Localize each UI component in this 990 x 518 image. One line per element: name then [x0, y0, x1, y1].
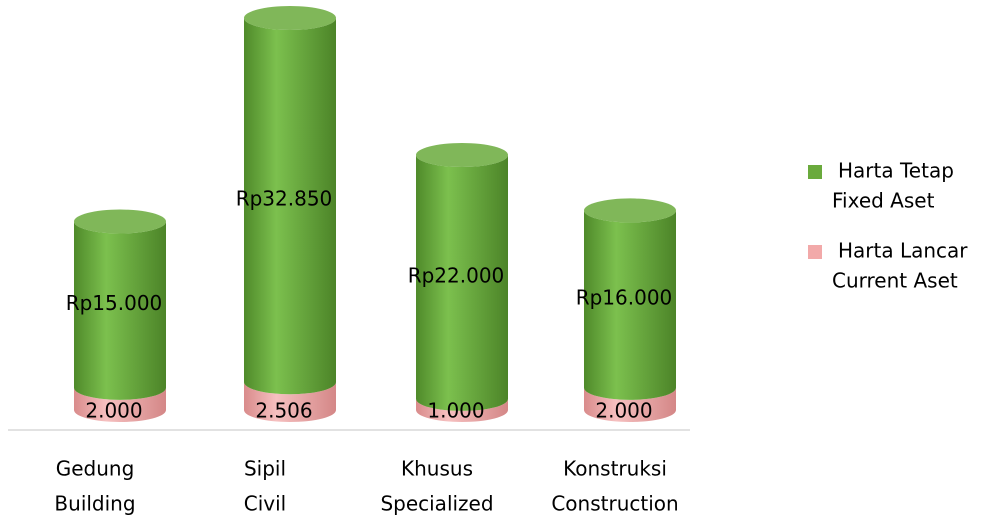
x-tick-label: Building [54, 492, 135, 516]
cylinder-segment [584, 210, 676, 400]
legend-label: Harta Lancar [838, 239, 968, 263]
data-label: 2.506 [255, 399, 312, 423]
x-tick-label: Khusus [401, 457, 473, 481]
cylinder-segment [74, 221, 166, 400]
cylinder-top [416, 142, 508, 167]
cylinder-segment [244, 382, 336, 422]
cylinder-segment [74, 387, 166, 422]
cylinder-segment [416, 154, 508, 411]
legend-swatch [808, 245, 822, 259]
data-label: Rp32.850 [236, 187, 333, 211]
data-label: Rp16.000 [576, 286, 673, 310]
x-tick-label: Sipil [244, 457, 286, 481]
cylinder-top [74, 209, 166, 234]
legend-label: Current Aset [832, 269, 958, 293]
data-label: Rp15.000 [66, 291, 163, 315]
legend-label: Fixed Aset [832, 189, 935, 213]
cylinder-segment [416, 398, 508, 422]
data-label: 2.000 [595, 399, 652, 423]
x-tick-label: Gedung [56, 457, 135, 481]
legend-swatch [808, 165, 822, 179]
x-tick-label: Construction [551, 492, 678, 516]
cylinder-segment [244, 18, 336, 395]
cylinder-top [244, 6, 336, 30]
cylinder-top [584, 198, 676, 223]
data-label: Rp22.000 [408, 263, 505, 287]
data-label: 1.000 [427, 399, 484, 423]
x-tick-label: Konstruksi [563, 457, 667, 481]
data-label: 2.000 [85, 399, 142, 423]
x-tick-label: Civil [244, 492, 286, 516]
legend-label: Harta Tetap [838, 159, 954, 183]
cylinder-segment [584, 387, 676, 422]
x-tick-label: Specialized [380, 492, 493, 516]
